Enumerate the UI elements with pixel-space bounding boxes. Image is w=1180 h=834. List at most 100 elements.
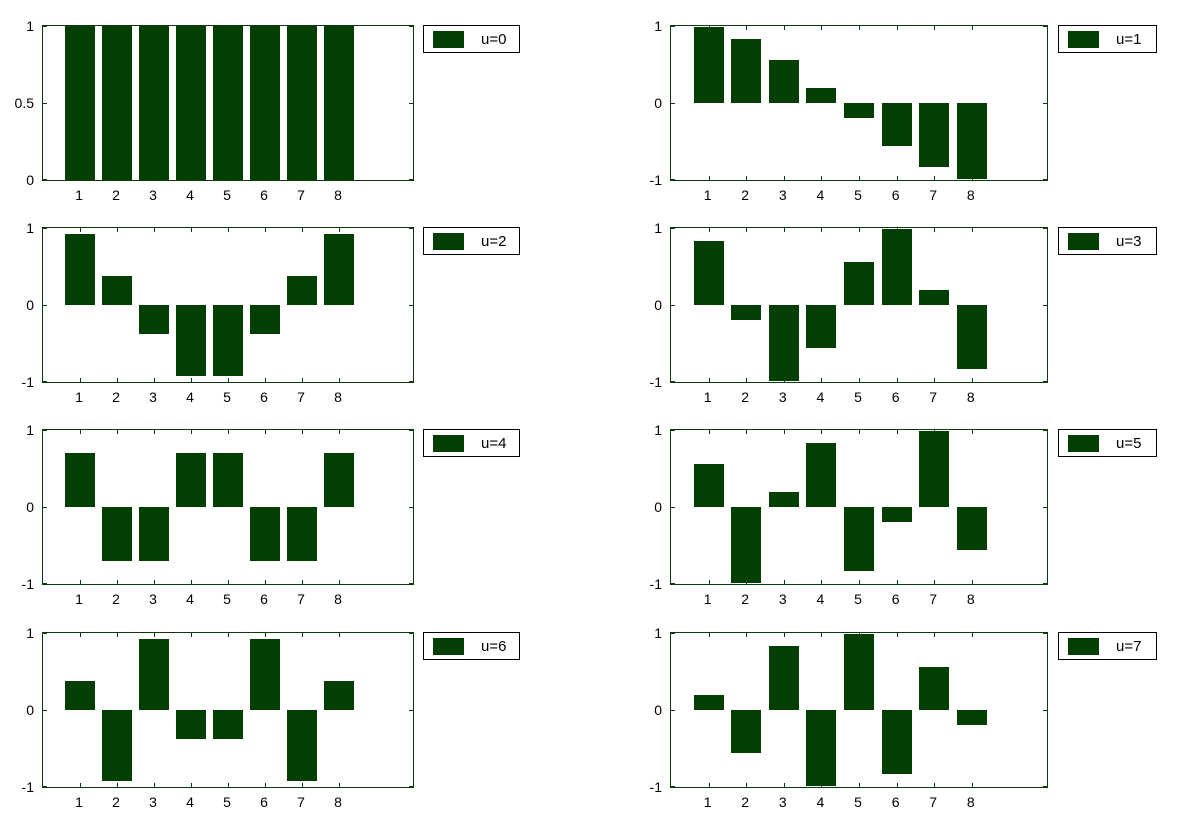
axis-tick-y bbox=[1043, 26, 1047, 27]
x-tick-label: 3 bbox=[149, 187, 157, 203]
axis-tick-x bbox=[80, 633, 81, 637]
axis-tick-y bbox=[409, 179, 413, 180]
x-tick-label: 3 bbox=[778, 389, 787, 405]
bar bbox=[102, 26, 132, 180]
x-tick-label: 5 bbox=[223, 389, 231, 405]
y-tick-label: 1 bbox=[654, 220, 662, 236]
axis-tick-y bbox=[671, 179, 675, 180]
axis-tick-x bbox=[971, 783, 973, 787]
axis-tick-x bbox=[746, 580, 748, 584]
axis-tick-x bbox=[228, 783, 229, 787]
axis-tick-x bbox=[117, 378, 118, 382]
axis-tick-x bbox=[859, 228, 860, 232]
bar bbox=[139, 507, 169, 562]
axis-tick-x bbox=[896, 430, 898, 434]
x-tick-label: 2 bbox=[741, 187, 750, 203]
legend-swatch bbox=[433, 434, 464, 452]
x-tick-label: 6 bbox=[260, 187, 268, 203]
bar bbox=[806, 87, 837, 103]
x-tick-label: 4 bbox=[186, 389, 194, 405]
axis-tick-x bbox=[265, 26, 266, 30]
bar bbox=[250, 305, 280, 335]
y-tick-label: 1 bbox=[26, 625, 34, 641]
axis-tick-x bbox=[191, 176, 192, 180]
x-tick-label: 5 bbox=[854, 591, 862, 607]
y-tick-label: 0 bbox=[26, 499, 34, 515]
axis-tick-x bbox=[339, 26, 340, 30]
axis-tick-y bbox=[409, 26, 413, 27]
x-tick-label: 2 bbox=[112, 389, 120, 405]
subplot-u-0: 0 0.5 1 1 2 3 4 5 6 7 8 u=0 bbox=[0, 18, 1180, 211]
axis-tick-x bbox=[934, 580, 936, 584]
bar bbox=[139, 305, 169, 335]
legend-swatch bbox=[1068, 434, 1099, 452]
bar bbox=[213, 452, 243, 507]
axis-tick-x bbox=[859, 783, 860, 787]
axis-tick-y bbox=[43, 103, 47, 104]
axis-tick-x bbox=[191, 430, 192, 434]
x-tick-label: 3 bbox=[778, 794, 787, 810]
axis-tick-x bbox=[228, 176, 229, 180]
axis-tick-x bbox=[746, 783, 748, 787]
axis-tick-x bbox=[117, 176, 118, 180]
y-tick-label: 0 bbox=[654, 95, 662, 111]
axis-tick-x bbox=[191, 228, 192, 232]
x-tick-label: 1 bbox=[75, 389, 83, 405]
axis-tick-x bbox=[708, 378, 710, 382]
bar bbox=[881, 507, 912, 522]
y-tick-label: -1 bbox=[21, 374, 34, 390]
x-tick-label: 8 bbox=[966, 794, 975, 810]
axis-tick-x bbox=[746, 430, 748, 434]
axis-tick-x bbox=[265, 580, 266, 584]
axis-tick-x bbox=[708, 783, 710, 787]
axis-tick-y bbox=[1043, 710, 1047, 711]
axis-tick-y bbox=[43, 786, 47, 787]
bar bbox=[843, 103, 875, 118]
axis-tick-x bbox=[783, 580, 785, 584]
bar bbox=[768, 491, 799, 507]
x-tick-label: 8 bbox=[334, 389, 342, 405]
bar bbox=[881, 103, 912, 146]
bar bbox=[843, 507, 875, 571]
plot-frame bbox=[42, 25, 414, 181]
bar bbox=[768, 305, 799, 381]
axis-tick-x bbox=[896, 580, 898, 584]
legend-box: u=4 bbox=[423, 429, 520, 457]
x-tick-label: 7 bbox=[929, 591, 938, 607]
x-tick-label: 4 bbox=[816, 591, 825, 607]
axis-tick-x bbox=[117, 783, 118, 787]
axis-tick-x bbox=[117, 580, 118, 584]
axis-tick-x bbox=[746, 633, 748, 637]
axis-tick-y bbox=[671, 228, 675, 229]
bar bbox=[250, 507, 280, 562]
axis-tick-x bbox=[154, 783, 155, 787]
x-tick-label: 2 bbox=[112, 794, 120, 810]
x-tick-label: 8 bbox=[334, 187, 342, 203]
legend-swatch bbox=[433, 232, 464, 250]
bar bbox=[881, 229, 912, 305]
y-tick-label: 0 bbox=[654, 297, 662, 313]
y-tick-label: 1 bbox=[26, 18, 34, 34]
x-tick-label: 7 bbox=[297, 591, 305, 607]
legend-swatch bbox=[1068, 30, 1099, 48]
axis-tick-x bbox=[80, 26, 81, 30]
legend-label: u=5 bbox=[1116, 434, 1142, 452]
bar bbox=[731, 305, 762, 320]
axis-tick-x bbox=[934, 633, 936, 637]
x-tick-label: 1 bbox=[75, 187, 83, 203]
axis-tick-x bbox=[971, 430, 973, 434]
bar bbox=[768, 60, 799, 103]
axis-tick-x bbox=[821, 228, 823, 232]
legend-box: u=1 bbox=[1058, 25, 1157, 53]
bar bbox=[956, 710, 987, 725]
y-tick-label: 1 bbox=[654, 422, 662, 438]
bar bbox=[731, 507, 762, 583]
bar bbox=[176, 26, 206, 180]
axis-tick-y bbox=[43, 710, 47, 711]
axis-tick-x bbox=[302, 26, 303, 30]
bar bbox=[213, 305, 243, 377]
y-tick-label: 1 bbox=[26, 220, 34, 236]
axis-tick-x bbox=[708, 228, 710, 232]
x-tick-label: 5 bbox=[223, 794, 231, 810]
bar bbox=[881, 710, 912, 774]
